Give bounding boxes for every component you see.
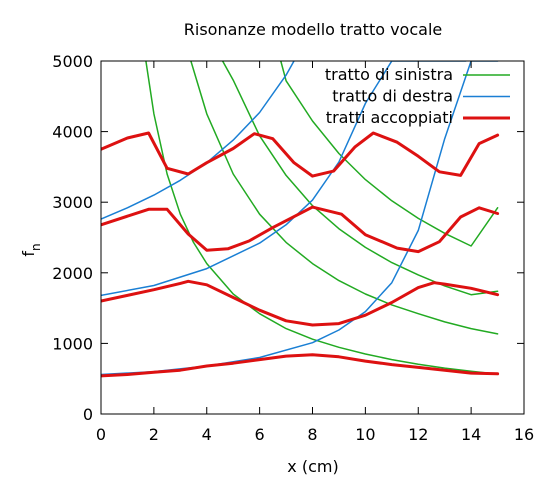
- series-line: [101, 131, 500, 178]
- y-axis-label-subscript: n: [29, 243, 43, 251]
- legend-label: tratto di sinistra: [325, 65, 453, 84]
- x-tick-label: 4: [202, 425, 212, 444]
- y-tick-label: 4000: [52, 123, 93, 142]
- y-axis-label-main: f: [19, 251, 38, 257]
- y-tick-label: 1000: [52, 334, 93, 353]
- x-tick-label: 0: [96, 425, 106, 444]
- series-line: [101, 353, 500, 378]
- series-line: [280, 61, 499, 247]
- x-tick-label: 6: [255, 425, 265, 444]
- legend: tratto di sinistra tratto di destra tratti…: [325, 65, 510, 127]
- y-tick-label: 2000: [52, 264, 93, 283]
- y-tick-label: 3000: [52, 193, 93, 212]
- chart-title: Risonanze modello tratto vocale: [184, 20, 442, 39]
- series-line: [101, 205, 500, 254]
- x-tick-label: 2: [149, 425, 159, 444]
- series-line: [145, 61, 499, 375]
- y-axis-label: fn: [19, 243, 43, 256]
- x-tick-label: 14: [461, 425, 481, 444]
- x-tick-label: 8: [307, 425, 317, 444]
- y-tick-label: 0: [83, 405, 93, 424]
- series-tratto-di-sinistra: [145, 61, 499, 375]
- series-line: [101, 279, 500, 327]
- series-line: [221, 61, 499, 296]
- y-tick-label: 5000: [52, 52, 93, 71]
- legend-label: tratti accoppiati: [326, 108, 453, 127]
- series-line: [101, 61, 467, 297]
- plot-frame: [100, 60, 525, 415]
- svg-text:fn: fn: [19, 243, 43, 256]
- ticks-layer: 0 2 4 6 8 10 12 14 16 0 1000 2000 3000 4000 5000: [52, 52, 534, 444]
- series-line: [190, 61, 499, 335]
- series-tratti-accoppiati: [101, 131, 500, 378]
- x-tick-label: 12: [408, 425, 428, 444]
- x-axis-label: x (cm): [287, 457, 338, 476]
- curves-layer: [101, 61, 500, 378]
- x-tick-label: 16: [514, 425, 534, 444]
- legend-label: tratto di destra: [332, 87, 453, 106]
- x-tick-label: 10: [355, 425, 375, 444]
